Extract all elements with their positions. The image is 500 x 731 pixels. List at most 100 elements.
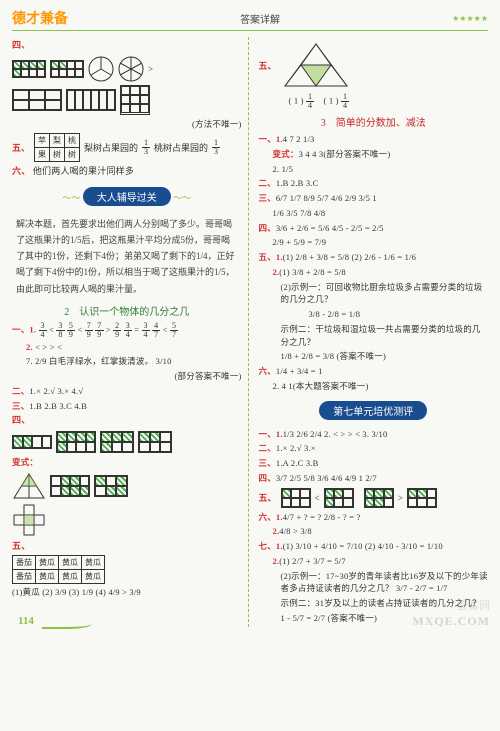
deco-right: 〜〜 bbox=[173, 193, 191, 203]
method-note: (方法不唯一) bbox=[12, 118, 242, 131]
u7: 七、1.(1) 3/10 + 4/10 = 7/10 (2) 4/10 - 3/… bbox=[259, 540, 489, 553]
s2-1-note: (部分答案不唯一) bbox=[12, 370, 242, 383]
section2-title: 2 认识一个物体的几分之几 bbox=[12, 303, 242, 318]
right-column: 五、 ( 1 ) 14 ( 1 ) 14 3 简单的分数加、减法 一、1.4 bbox=[257, 37, 489, 627]
rect-grid bbox=[12, 435, 52, 449]
u1: 一、1.1/3 2/6 2/4 2. < > > < 3. 3/10 bbox=[259, 428, 489, 441]
u7-2c: 示例二：31岁及以上的读者占持证读者的几分之几？ bbox=[259, 597, 489, 610]
u2: 二、1.× 2.√ 3.× bbox=[259, 442, 489, 455]
pear-text: 梨树占果园的 bbox=[84, 141, 138, 154]
r5: 五、1.(1) 2/8 + 3/8 = 5/8 (2) 2/6 - 1/6 = … bbox=[259, 251, 489, 264]
r5-2b: (2)示例一：可回收物比厨余垃圾多占需要分类的垃圾的几分之几？ bbox=[259, 281, 489, 307]
rect-grid bbox=[100, 431, 134, 453]
s2-1-line2: 2. < > > < bbox=[12, 341, 242, 354]
rect-grid bbox=[324, 488, 354, 508]
r5-2e: 1/8 + 2/8 = 3/8 (答案不唯一) bbox=[259, 350, 489, 363]
watermark-bottom: MXQE.COM bbox=[412, 614, 490, 629]
r-sec5: 五、 bbox=[259, 40, 489, 90]
triangle-shape bbox=[12, 472, 46, 500]
r5-2d: 示例二：干垃圾和湿垃圾一共占需要分类的垃圾的几分之几？ bbox=[259, 323, 489, 349]
r5-2c: 3/8 - 2/8 = 1/8 bbox=[259, 308, 489, 321]
unit-banner: 第七单元培优测评 bbox=[319, 401, 427, 420]
tutor-note: 解决本题，首先要求出他们两人分别喝了多少。哥哥喝了这瓶果汁的1/5后，把这瓶果汁… bbox=[12, 214, 242, 299]
watermark-top: 答案网 bbox=[457, 597, 490, 613]
cross-shape-row bbox=[12, 503, 242, 537]
bianshi-shapes bbox=[12, 472, 242, 500]
r4: 四、3/6 + 2/6 = 5/6 4/5 - 2/5 = 2/5 bbox=[259, 222, 489, 235]
cross-shape bbox=[12, 503, 46, 537]
veg-table: 番茄黄瓜黄瓜黄瓜 番茄黄瓜黄瓜黄瓜 bbox=[12, 555, 105, 584]
rect-grid bbox=[66, 89, 116, 111]
s2-1: 一、1. 34 < 38 59 < 79 79 > 29 34 = 34 47 … bbox=[12, 322, 242, 339]
tutor-banner: 大人辅导过关 bbox=[83, 187, 171, 206]
page-number: 114 bbox=[18, 615, 34, 627]
sec6: 六、 他们两人喝的果汁同样多 bbox=[12, 165, 242, 179]
r1: 一、1.4 7 2 1/3 bbox=[259, 133, 489, 146]
r3b: 1/6 3/5 7/8 4/8 bbox=[259, 207, 489, 220]
rect-grid bbox=[50, 475, 90, 497]
r6: 六、1/4 + 3/4 = 1 bbox=[259, 365, 489, 378]
sec4: 四、 bbox=[12, 39, 242, 53]
sec4-row2 bbox=[12, 85, 242, 115]
circle-sixths bbox=[118, 56, 144, 82]
r4b: 2/9 + 5/9 = 7/9 bbox=[259, 236, 489, 249]
rect-grid bbox=[12, 89, 62, 111]
s2-3: 三、1.B 2.B 3.C 4.B bbox=[12, 400, 242, 413]
title3: 3 简单的分数加、减法 bbox=[259, 114, 489, 129]
big-triangle bbox=[281, 40, 351, 90]
s2-5-answers: (1)黄瓜 (2) 3/9 (3) 1/9 (4) 4/9 > 3/9 bbox=[12, 586, 242, 599]
s2-1-line3: 7. 2/9 白毛浮绿水，红掌拨清波。 3/10 bbox=[12, 355, 242, 368]
rect-grid bbox=[281, 488, 311, 508]
u6b: 2.4/8 > 3/8 bbox=[259, 525, 489, 538]
u7-2b: (2)示例一：17~30岁的青年读者比16岁及以下的少年读者多占持证读者的几分之… bbox=[259, 570, 489, 596]
logo: 德才兼备 bbox=[12, 8, 68, 28]
rect-grid bbox=[94, 475, 128, 497]
r5-2a: 2.(1) 3/8 + 2/8 = 5/8 bbox=[259, 266, 489, 279]
u4: 四、3/7 2/5 5/8 3/6 4/6 4/9 1 2/7 bbox=[259, 472, 489, 485]
rect-grid bbox=[407, 488, 437, 508]
page-header: 德才兼备 答案详解 ★★★★★ bbox=[12, 8, 488, 31]
sec5-label: 五、 bbox=[12, 141, 30, 154]
u6: 六、1.4/7 + ? = ? 2/8 - ? = ? bbox=[259, 511, 489, 524]
r1c: 2. 1/5 bbox=[259, 163, 489, 176]
corner-badge: ★★★★★ bbox=[452, 14, 488, 23]
frac: 13 bbox=[212, 139, 220, 156]
u3: 三、1.A 2.C 3.B bbox=[259, 457, 489, 470]
s2-4-shapes bbox=[12, 431, 242, 453]
gt-sign: > bbox=[148, 64, 153, 74]
fruit-table: 苹梨桃 果树树 bbox=[34, 133, 80, 162]
sec6-text: 他们两人喝的果汁同样多 bbox=[33, 166, 134, 176]
banner-wrap: 〜〜 大人辅导过关 〜〜 bbox=[12, 183, 242, 210]
r1b: 变式：3 4 4 3(部分答案不唯一) bbox=[259, 148, 489, 161]
bianshi-label: 变式： bbox=[12, 456, 242, 469]
rect-grid bbox=[138, 431, 172, 453]
u5: 五、 < > bbox=[259, 488, 489, 508]
rect-grid bbox=[364, 488, 394, 508]
s2-5: 五、 bbox=[12, 540, 242, 554]
sec5: 五、 苹梨桃 果树树 梨树占果园的 13 桃树占果园的 13 bbox=[12, 133, 242, 162]
header-title: 答案详解 bbox=[240, 11, 280, 26]
r2: 二、1.B 2.B 3.C bbox=[259, 177, 489, 190]
rect-grid bbox=[50, 60, 84, 78]
tri-fracs: ( 1 ) 14 ( 1 ) 14 bbox=[259, 93, 489, 110]
rect-grid bbox=[120, 85, 150, 115]
rect-grid bbox=[56, 431, 96, 453]
peach-text: 桃树占果园的 bbox=[154, 141, 208, 154]
deco-left: 〜〜 bbox=[62, 193, 80, 203]
s2-2: 二、1.× 2.√ 3.× 4.√ bbox=[12, 385, 242, 398]
u7-2a: 2.(1) 2/7 + 3/7 = 5/7 bbox=[259, 555, 489, 568]
page: 德才兼备 答案详解 ★★★★★ 四、 > bbox=[0, 0, 500, 635]
r6b: 2. 4 1(本大题答案不唯一) bbox=[259, 380, 489, 393]
unit-banner-wrap: 第七单元培优测评 bbox=[259, 397, 489, 424]
leaf-deco bbox=[42, 619, 92, 629]
left-column: 四、 > bbox=[12, 37, 249, 627]
r-sec5-label: 五、 bbox=[259, 59, 277, 72]
rect-grid bbox=[12, 60, 46, 78]
label: 一、1. bbox=[12, 324, 36, 334]
circle-thirds bbox=[88, 56, 114, 82]
s2-4: 四、 bbox=[12, 414, 242, 428]
content-columns: 四、 > bbox=[12, 37, 488, 627]
frac: 13 bbox=[142, 139, 150, 156]
r3: 三、6/7 1/7 8/9 5/7 4/6 2/9 3/5 1 bbox=[259, 192, 489, 205]
sec4-row1: > bbox=[12, 56, 242, 82]
